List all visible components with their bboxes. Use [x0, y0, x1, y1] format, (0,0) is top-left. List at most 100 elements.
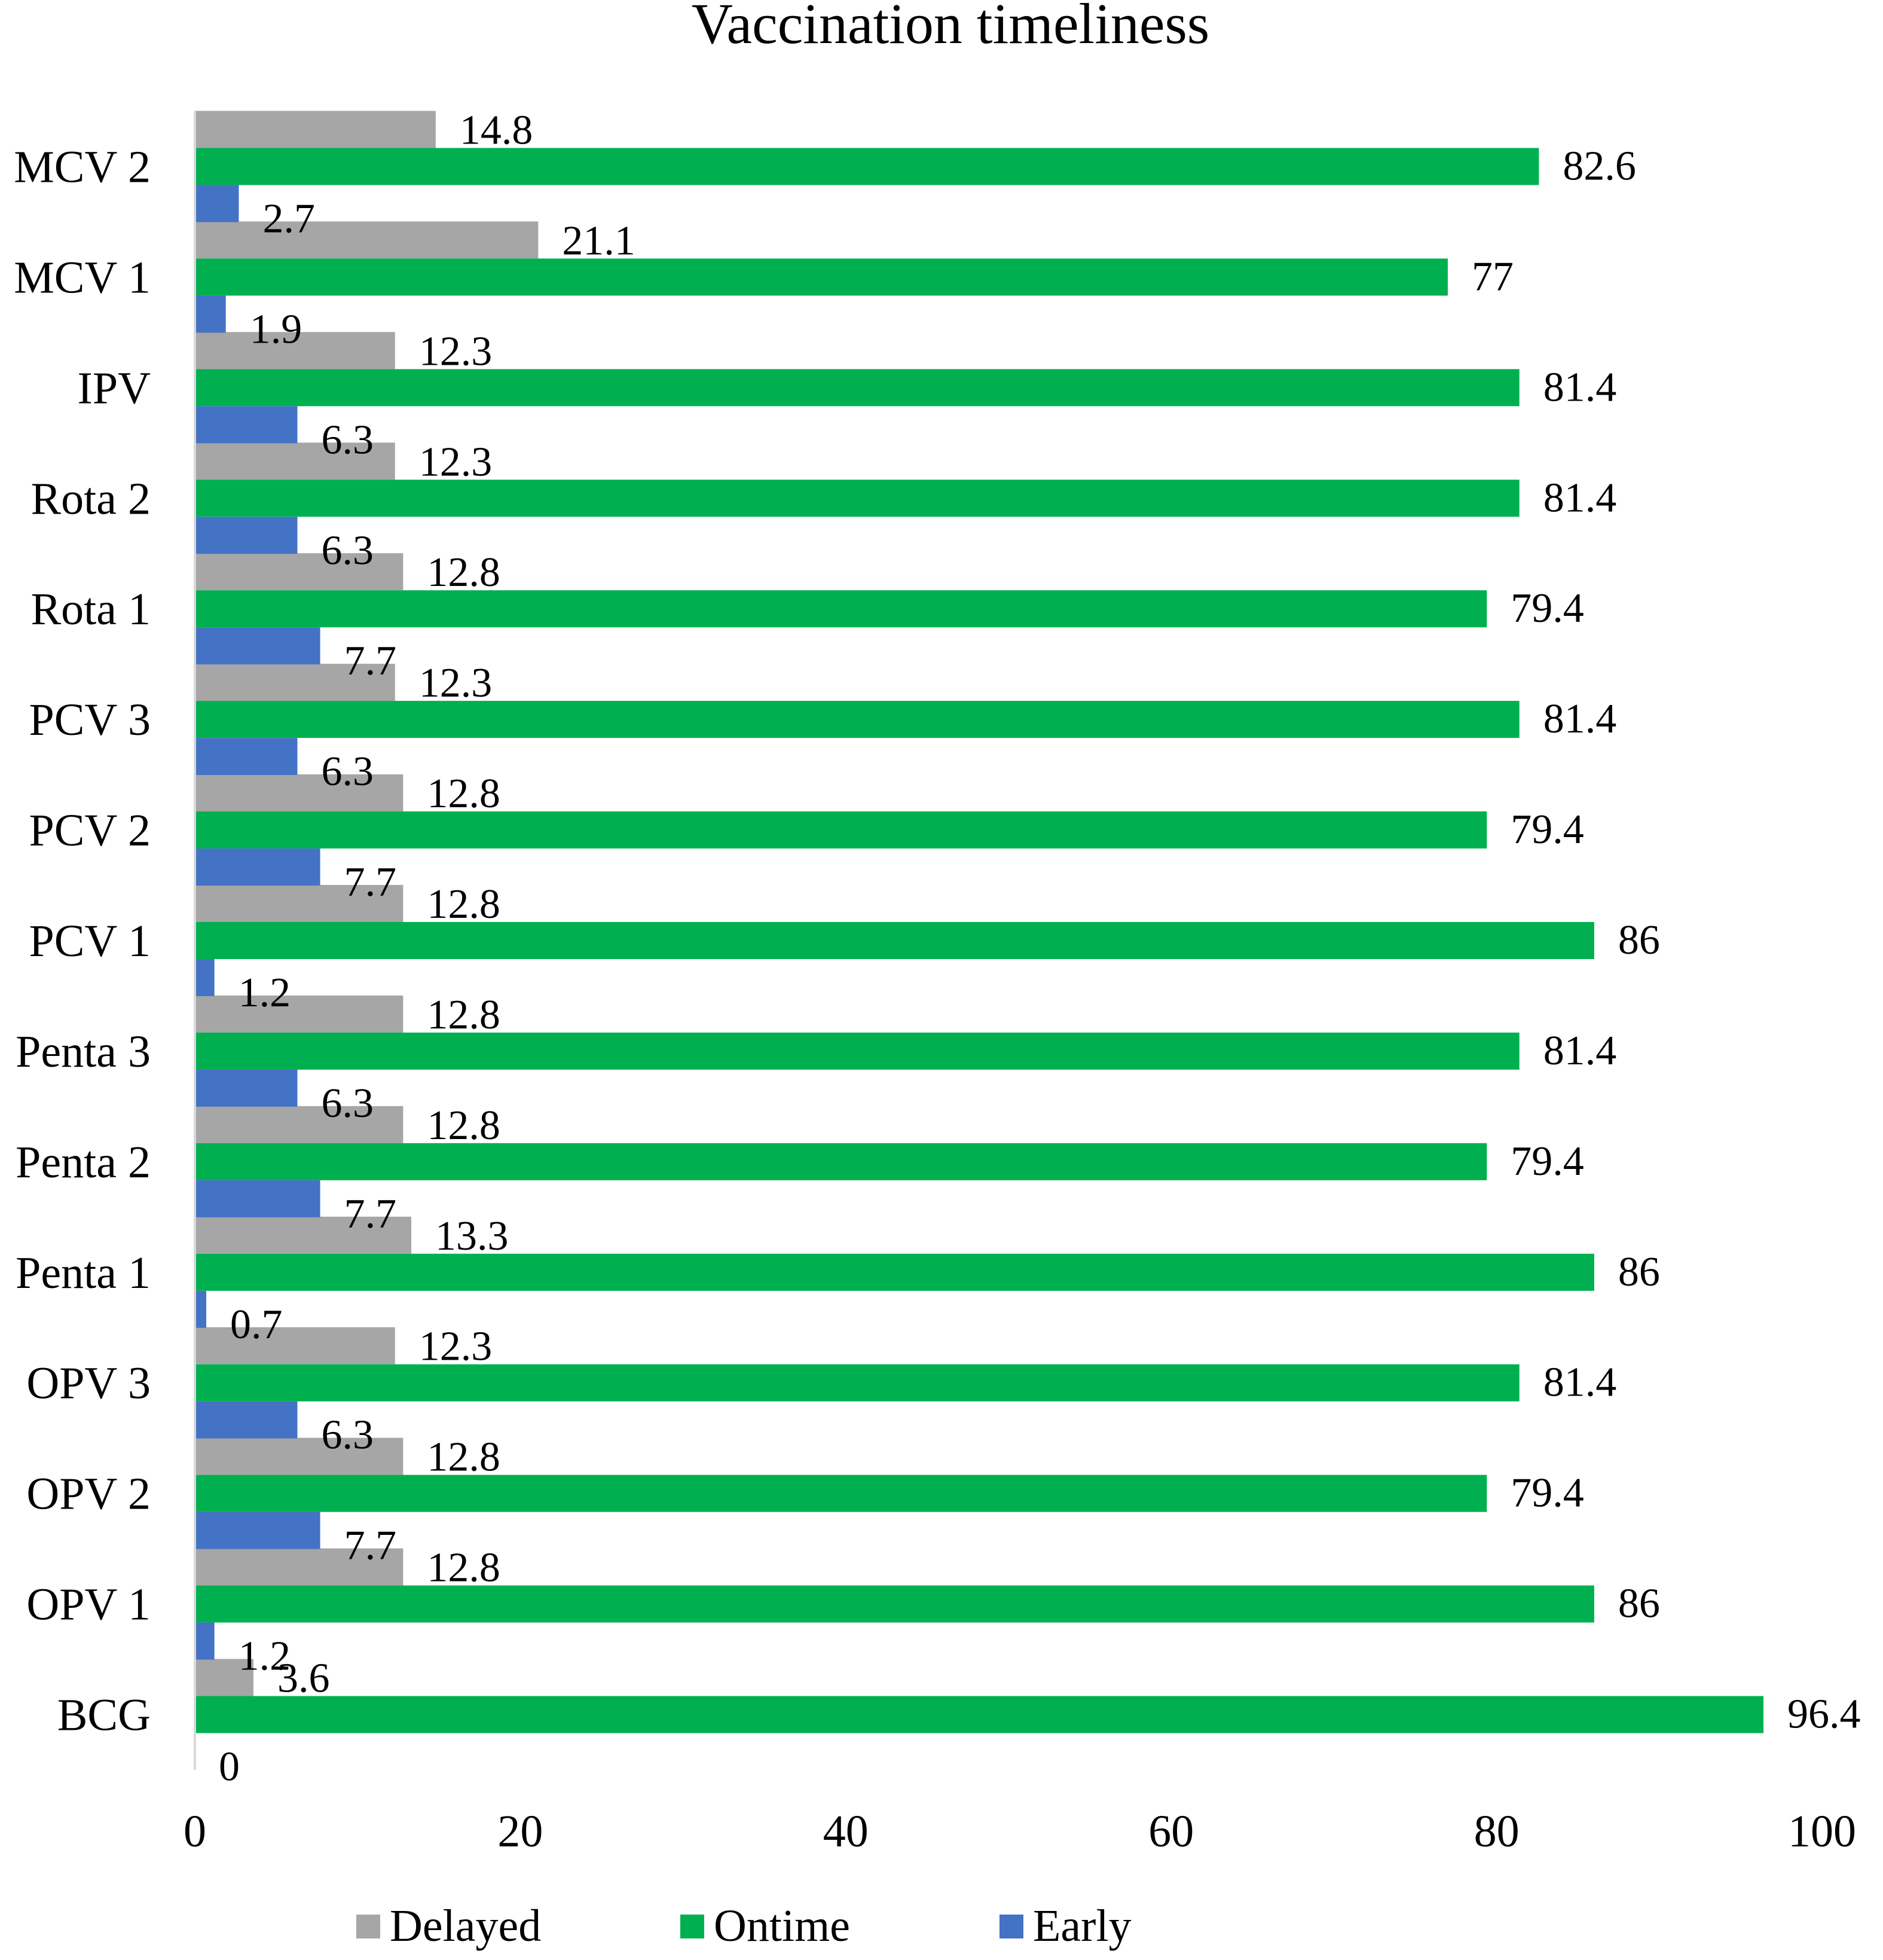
bar-ontime [195, 1253, 1594, 1291]
data-label-early: 7.7 [344, 638, 397, 684]
bar-delayed [195, 664, 395, 701]
legend-item-delayed: Delayed [356, 1901, 541, 1951]
bar-delayed [195, 995, 404, 1033]
data-label-early: 6.3 [321, 749, 374, 795]
data-label-early: 6.3 [321, 1412, 374, 1458]
bar-ontime [195, 811, 1487, 849]
bar-early [195, 1622, 215, 1660]
data-label-early: 1.2 [239, 1634, 291, 1680]
data-label-delayed: 12.8 [427, 881, 500, 927]
category-label: MCV 2 [14, 142, 151, 192]
data-label-ontime: 86 [1618, 1581, 1660, 1627]
data-label-early: 6.3 [321, 1080, 374, 1126]
data-label-early: 0 [219, 1744, 240, 1790]
legend-swatch [999, 1915, 1023, 1938]
legend-label: Delayed [390, 1901, 541, 1951]
bar-ontime [195, 1143, 1487, 1180]
bar-delayed [195, 332, 395, 370]
legend: Delayed Ontime Early [356, 1901, 1132, 1951]
bar-ontime [195, 1474, 1487, 1512]
legend-swatch [356, 1915, 380, 1938]
bar-ontime [195, 590, 1487, 628]
data-label-ontime: 79.4 [1511, 1138, 1584, 1184]
bar-early [195, 1290, 207, 1328]
data-label-ontime: 79.4 [1511, 585, 1584, 631]
bar-early [195, 517, 298, 554]
category-label: IPV [78, 363, 151, 413]
bar-ontime [195, 258, 1448, 296]
category-label: OPV 3 [26, 1358, 151, 1409]
data-label-early: 7.7 [344, 1523, 397, 1569]
bar-early [195, 185, 239, 222]
data-label-early: 6.3 [321, 527, 374, 573]
bars-layer: 3.6 96.4 0 12.8 86 1.2 12.8 79.4 7.7 12.3 81.4 6.3 1… [195, 107, 1861, 1790]
data-label-delayed: 12.8 [427, 1545, 500, 1591]
legend-label: Ontime [714, 1901, 850, 1951]
bar-delayed [195, 221, 539, 259]
legend-swatch [680, 1915, 704, 1938]
data-label-delayed: 12.3 [419, 439, 493, 485]
bar-early [195, 1512, 320, 1549]
bar-ontime [195, 1585, 1594, 1623]
data-label-ontime: 86 [1618, 1249, 1660, 1295]
bar-ontime [195, 1032, 1520, 1070]
x-tick-label: 20 [497, 1806, 543, 1857]
category-label: Rota 2 [30, 474, 151, 524]
chart-title: Vaccination timeliness [692, 0, 1209, 56]
data-label-early: 2.7 [262, 196, 315, 242]
data-label-ontime: 81.4 [1543, 475, 1617, 521]
data-label-delayed: 14.8 [460, 107, 533, 153]
bar-ontime [195, 701, 1520, 738]
data-label-ontime: 77 [1472, 254, 1514, 300]
data-label-delayed: 12.8 [427, 1103, 500, 1149]
bar-ontime [195, 922, 1594, 959]
data-label-ontime: 81.4 [1543, 1028, 1617, 1074]
bar-delayed [195, 1659, 253, 1696]
data-label-early: 1.9 [250, 306, 302, 352]
bar-delayed [195, 1106, 404, 1143]
data-label-ontime: 82.6 [1563, 143, 1636, 189]
data-label-early: 7.7 [344, 859, 397, 905]
category-label: Rota 1 [30, 584, 151, 634]
bar-delayed [195, 1437, 404, 1475]
x-tick-label: 100 [1788, 1806, 1856, 1857]
bar-early [195, 295, 226, 333]
data-label-ontime: 86 [1618, 917, 1660, 963]
data-label-delayed: 12.8 [427, 1434, 500, 1480]
category-label: Penta 2 [16, 1137, 151, 1187]
data-label-delayed: 21.1 [562, 218, 635, 264]
data-label-delayed: 12.8 [427, 992, 500, 1038]
x-tick-label: 0 [184, 1806, 206, 1857]
data-label-delayed: 12.3 [419, 660, 493, 706]
category-label: OPV 1 [26, 1580, 151, 1630]
data-label-early: 1.2 [239, 970, 291, 1016]
bar-early [195, 848, 320, 886]
bar-early [195, 406, 298, 444]
bar-delayed [195, 111, 436, 148]
axis-layer: BCG OPV 1 OPV 2 OPV 3 Penta 1 Penta 2 Penta 3 P… [14, 111, 1856, 1857]
bar-ontime [195, 1364, 1520, 1402]
category-label: PCV 2 [29, 805, 151, 856]
data-label-ontime: 81.4 [1543, 1360, 1617, 1406]
x-tick-label: 40 [823, 1806, 869, 1857]
data-label-delayed: 12.3 [419, 328, 493, 374]
bar-delayed [195, 774, 404, 812]
legend-item-ontime: Ontime [680, 1901, 850, 1951]
data-label-early: 6.3 [321, 417, 374, 463]
x-tick-label: 80 [1474, 1806, 1520, 1857]
category-label: OPV 2 [26, 1469, 151, 1519]
category-label: PCV 1 [29, 916, 151, 966]
data-label-delayed: 12.8 [427, 549, 500, 596]
data-label-ontime: 96.4 [1787, 1692, 1861, 1738]
bar-ontime [195, 148, 1539, 185]
category-label: PCV 3 [29, 695, 151, 745]
category-label: Penta 3 [16, 1027, 151, 1077]
data-label-early: 0.7 [230, 1302, 283, 1348]
data-label-ontime: 79.4 [1511, 1470, 1584, 1516]
data-label-delayed: 12.8 [427, 771, 500, 817]
bar-early [195, 738, 298, 776]
bar-delayed [195, 1327, 395, 1364]
bar-early [195, 627, 320, 665]
data-label-ontime: 81.4 [1543, 364, 1617, 410]
